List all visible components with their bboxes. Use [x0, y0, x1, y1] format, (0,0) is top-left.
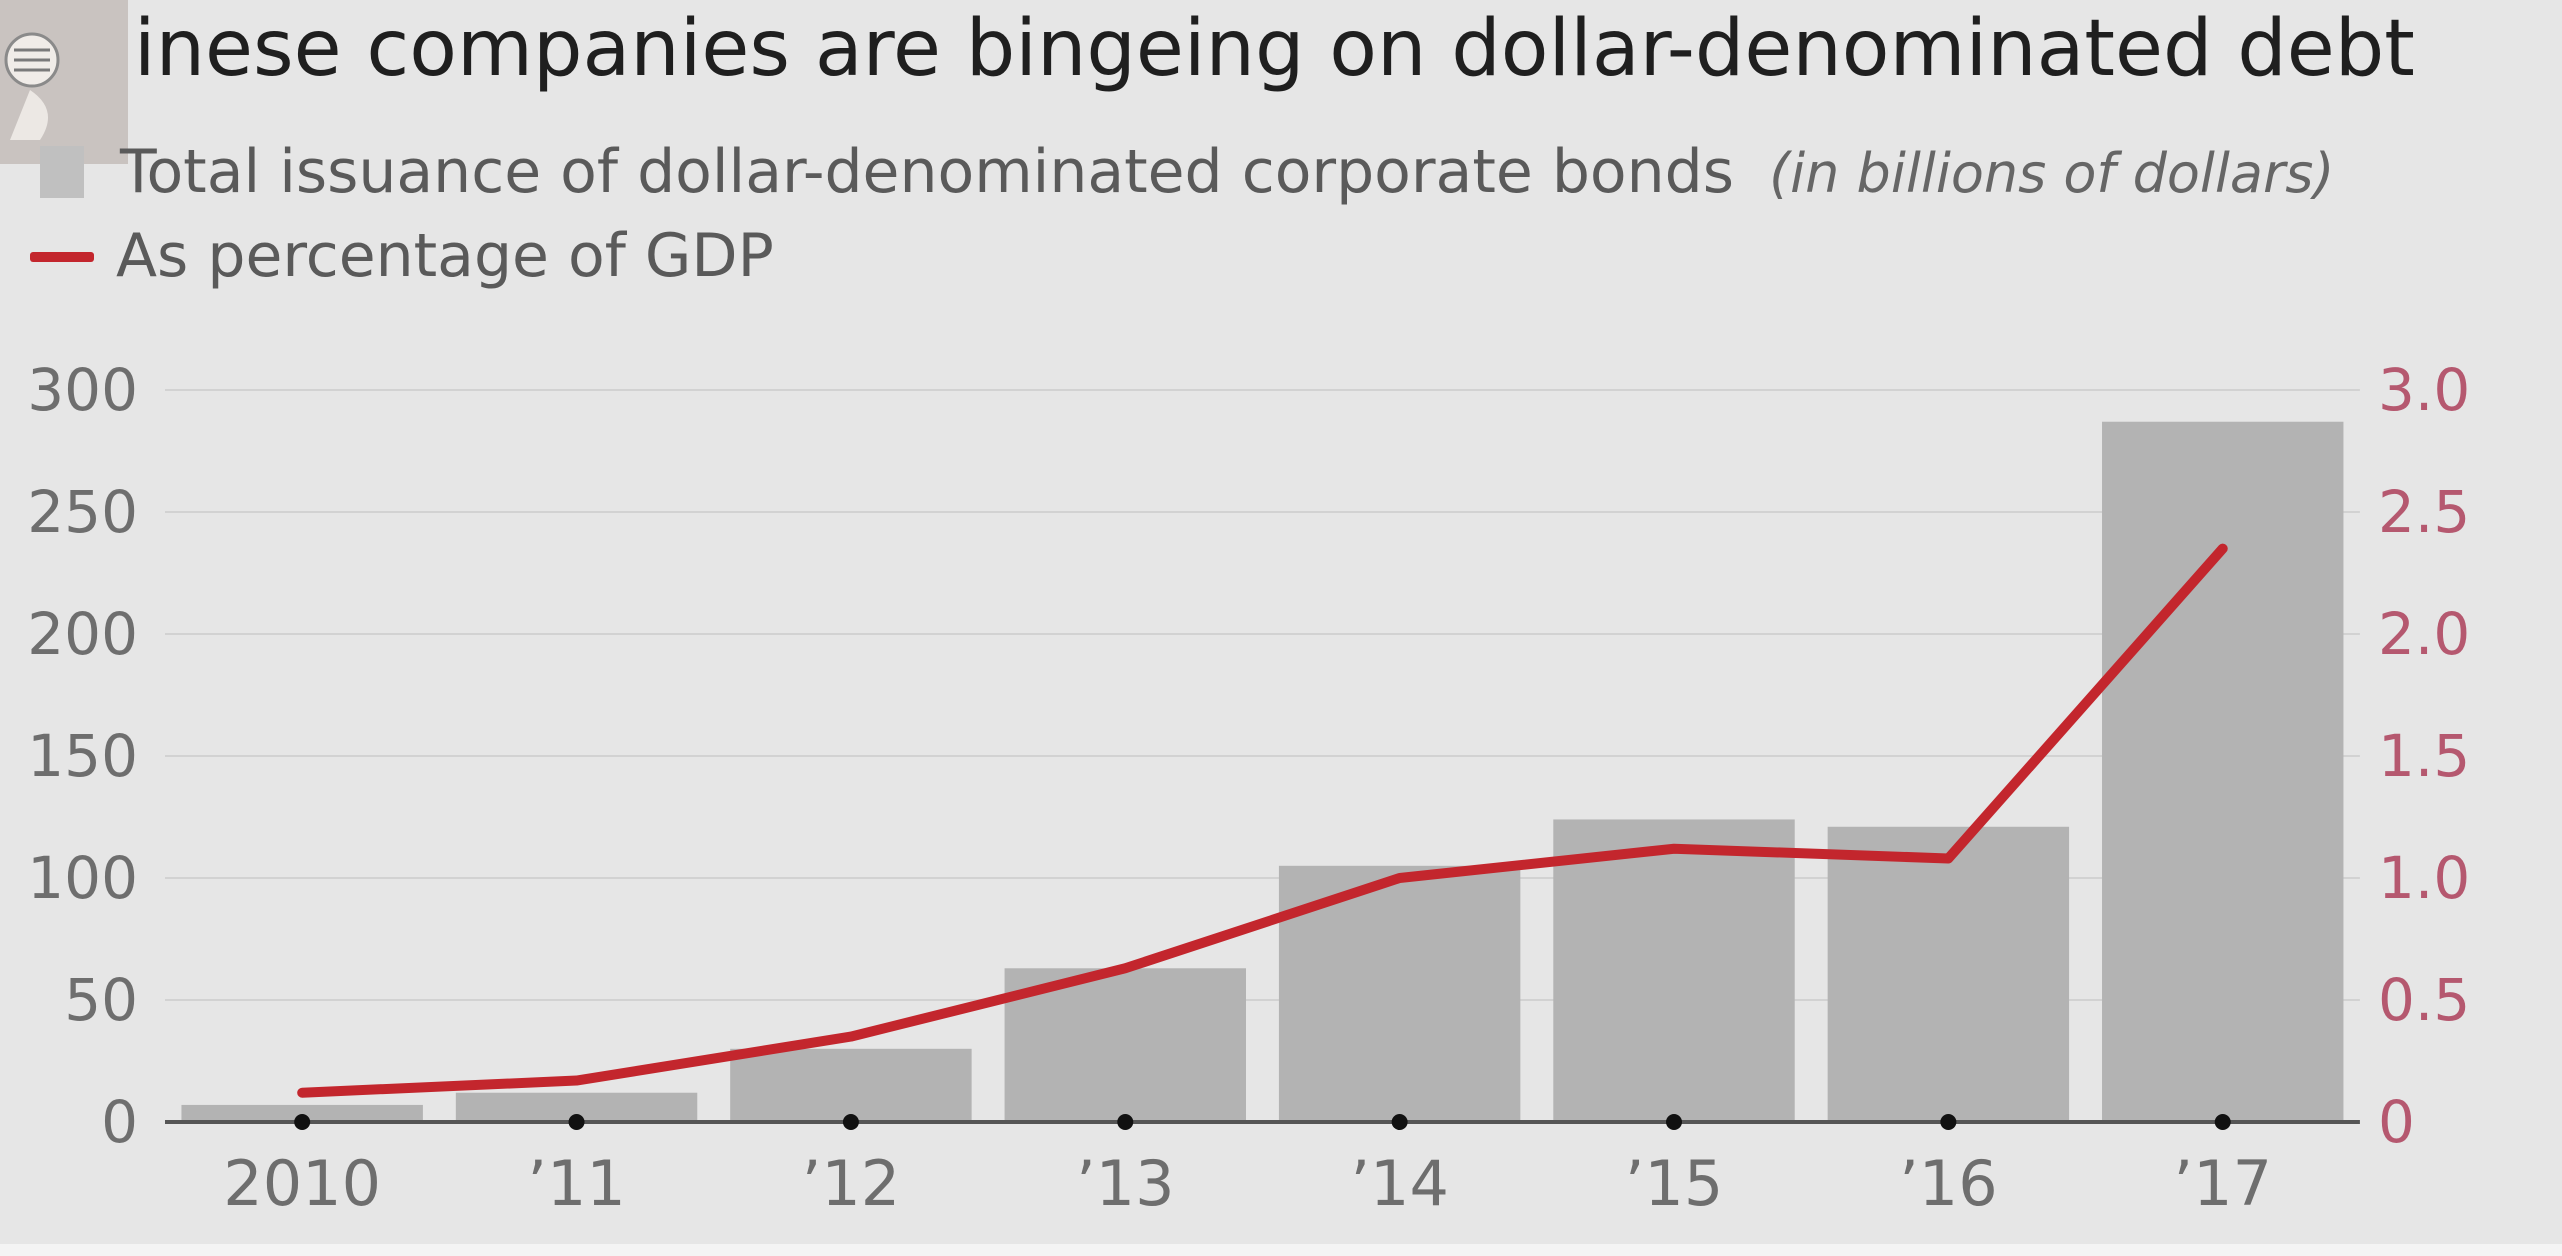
y-axis-right: 0 0.5 1.0 1.5 2.0 2.5 3.0 — [2378, 356, 2470, 1156]
y-tick-label-left: 100 — [27, 844, 138, 912]
y-tick-label-right: 1.5 — [2378, 722, 2470, 790]
y-tick-label-right: 3.0 — [2378, 356, 2470, 424]
y-tick-label-left: 250 — [27, 478, 138, 546]
gridlines — [165, 389, 2360, 1001]
bar — [730, 1048, 972, 1122]
x-tick-label: ’11 — [527, 1147, 626, 1220]
x-tick-dot — [842, 1114, 859, 1130]
x-tick-dot — [294, 1114, 311, 1130]
x-tick-dot — [568, 1114, 585, 1130]
y-tick-label-left: 150 — [27, 722, 138, 790]
legend-line-swatch — [30, 252, 94, 262]
x-tick-dot — [2214, 1114, 2231, 1130]
x-tick-dot — [1391, 1114, 1408, 1130]
legend-bar-unit: (in billions of dollars) — [1769, 142, 2334, 205]
x-tick-label: ’17 — [2173, 1147, 2272, 1220]
legend-bar-label: Total issuance of dollar-denominated cor… — [119, 137, 2334, 207]
x-tick-labels: 2010 ’11 ’12 ’13 ’14 ’15 ’16 ’17 — [223, 1147, 2272, 1220]
x-tick-label: ’15 — [1625, 1147, 1724, 1220]
y-tick-label-right: 2.5 — [2378, 478, 2470, 546]
bar — [1553, 819, 1795, 1122]
bar — [2102, 421, 2344, 1123]
y-tick-label-right: 1.0 — [2378, 844, 2470, 912]
y-tick-label-left: 300 — [27, 356, 138, 424]
x-tick-dot — [1117, 1114, 1134, 1130]
y-tick-label-left: 0 — [101, 1088, 138, 1156]
x-tick-label: ’14 — [1350, 1147, 1449, 1220]
legend-bar-swatch — [40, 146, 84, 198]
legend-line-label: As percentage of GDP — [116, 221, 774, 291]
y-tick-label-left: 200 — [27, 600, 138, 668]
bar — [181, 1104, 423, 1122]
x-tick-dot — [1666, 1114, 1683, 1130]
x-tick-label: ’12 — [802, 1147, 901, 1220]
x-tick-label: ’13 — [1076, 1147, 1175, 1220]
legend-bar-name: Total issuance of dollar-denominated cor… — [119, 137, 1734, 207]
y-tick-label-right: 0 — [2378, 1088, 2415, 1156]
logo-icon — [0, 0, 128, 164]
y-tick-label-right: 0.5 — [2378, 966, 2470, 1034]
gdp-line-path — [302, 549, 2223, 1093]
legend: Total issuance of dollar-denominated cor… — [30, 137, 2334, 291]
y-axis-left: 0 50 100 150 200 250 300 — [27, 356, 138, 1156]
chart-title: Chinese companies are bingeing on dollar… — [30, 4, 2415, 94]
x-tick-dots — [294, 1114, 2231, 1130]
y-tick-label-right: 2.0 — [2378, 600, 2470, 668]
bar — [1004, 968, 1246, 1122]
gdp-line — [302, 549, 2223, 1093]
x-tick-dot — [1940, 1114, 1957, 1130]
x-tick-label: 2010 — [223, 1147, 381, 1220]
bottom-strip — [0, 1244, 2562, 1256]
x-tick-label: ’16 — [1899, 1147, 1998, 1220]
bar — [1827, 826, 2070, 1122]
y-tick-label-left: 50 — [64, 966, 138, 1034]
